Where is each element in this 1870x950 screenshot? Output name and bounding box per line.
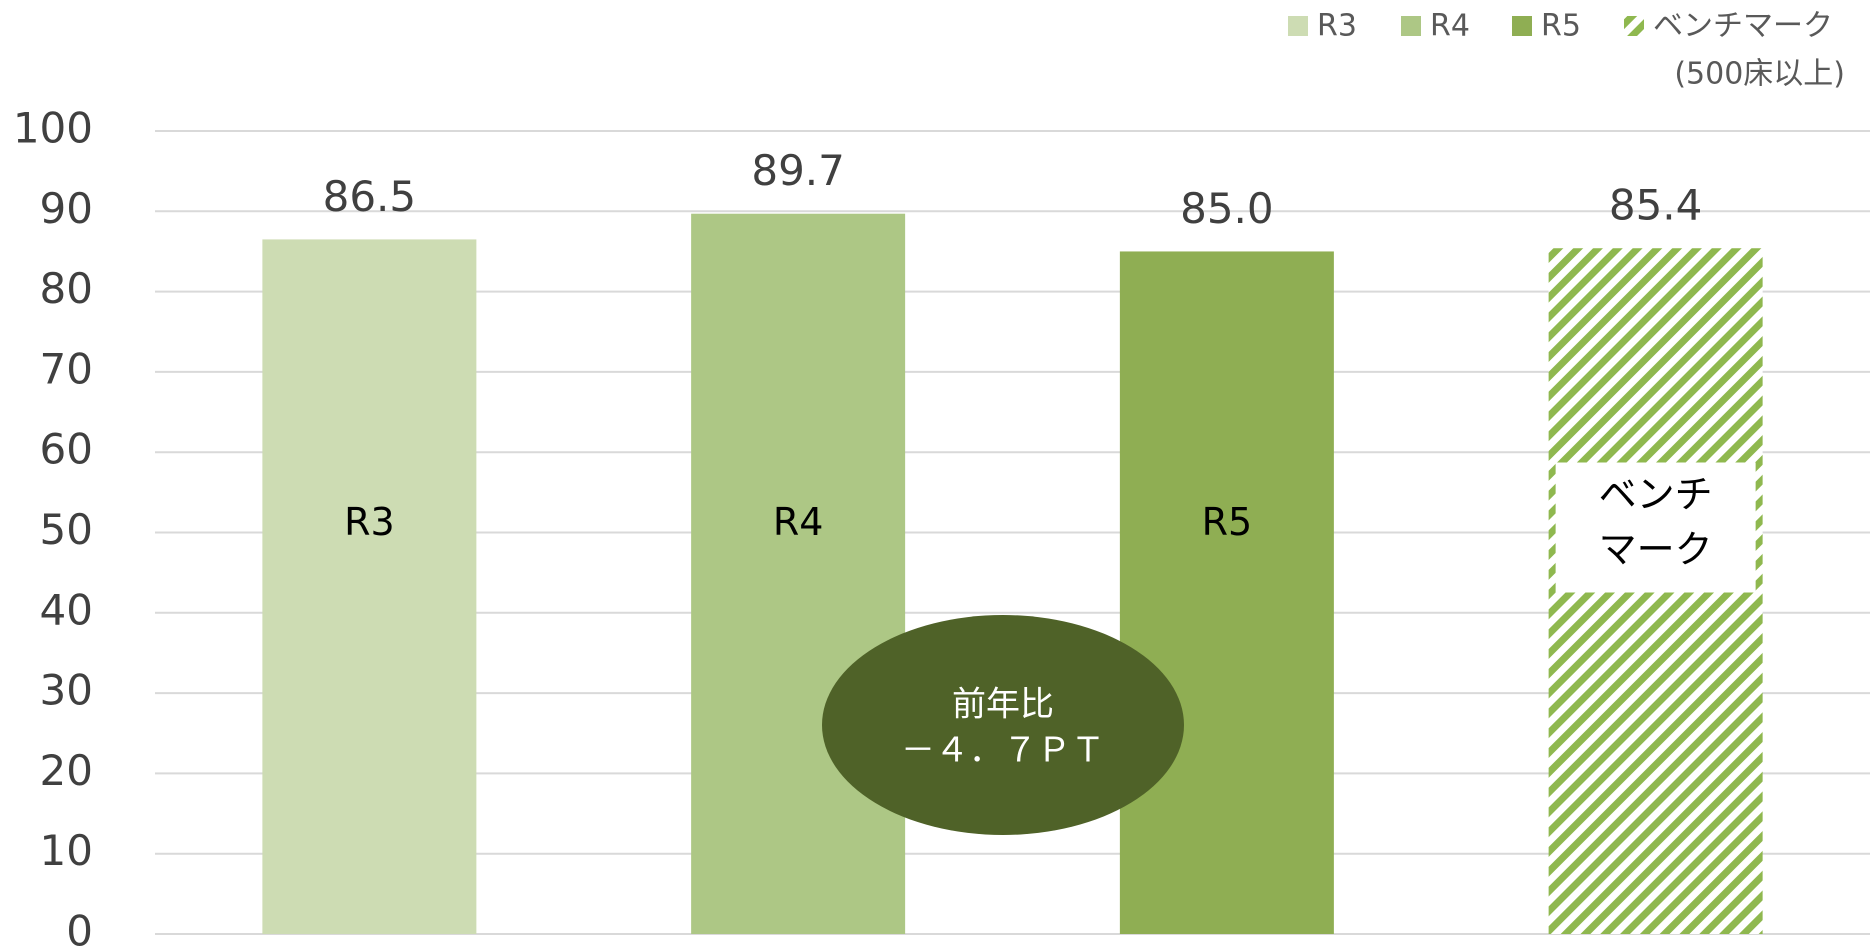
legend-label: R5	[1541, 9, 1581, 44]
bar	[691, 213, 906, 935]
annotation-bubble	[822, 615, 1184, 835]
annotation-text: －４．７ＰＴ	[901, 731, 1105, 771]
value-label: 89.7	[751, 146, 845, 195]
value-label: 86.5	[323, 172, 417, 221]
y-tick-label: 70	[40, 344, 93, 393]
bar-label: R3	[344, 500, 395, 544]
legend-swatch	[1512, 16, 1532, 36]
y-tick-label: 80	[40, 264, 93, 313]
y-tick-label: 10	[40, 826, 93, 875]
bar-label: ベンチ	[1599, 473, 1713, 517]
legend-label: R4	[1430, 9, 1470, 44]
y-tick-label: 90	[40, 184, 93, 233]
y-tick-label: 100	[13, 104, 93, 153]
legend-swatch	[1401, 16, 1421, 36]
bar	[1119, 251, 1334, 934]
label-box	[1555, 462, 1756, 593]
y-tick-label: 50	[40, 505, 93, 554]
y-tick-label: 30	[40, 666, 93, 715]
bar-label: マーク	[1599, 528, 1713, 572]
y-tick-label: 0	[66, 907, 93, 950]
bar-label: R5	[1202, 500, 1253, 544]
legend-label: R3	[1317, 9, 1357, 44]
value-label: 85.4	[1609, 181, 1703, 230]
legend-label: ベンチマーク	[1653, 9, 1833, 44]
legend-swatch	[1288, 16, 1308, 36]
value-label: 85.0	[1180, 184, 1274, 233]
bar	[262, 239, 477, 934]
y-tick-label: 20	[40, 746, 93, 795]
annotation-text: 前年比	[952, 685, 1054, 725]
y-tick-label: 40	[40, 585, 93, 634]
y-tick-label: 60	[40, 425, 93, 474]
legend-label: (500床以上)	[1674, 57, 1845, 92]
legend-swatch	[1624, 16, 1644, 36]
bar-label: R4	[773, 500, 824, 544]
